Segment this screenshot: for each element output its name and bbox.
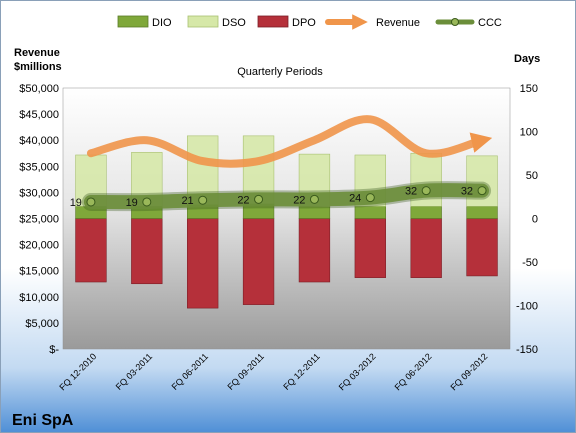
right-axis: -150 -100 -50 0 50 100 150 [516, 83, 538, 356]
legend-label: DIO [152, 17, 172, 29]
bar-dpo [298, 218, 331, 283]
left-tick-label: $45,000 [19, 109, 59, 121]
plot-area [62, 87, 511, 350]
left-tick-label: $10,000 [19, 292, 59, 304]
lines: 19 19 21 22 22 24 32 32 [70, 115, 493, 212]
bar-dio [354, 206, 386, 219]
bar-dpo [354, 218, 386, 278]
bar-dpo [131, 218, 163, 285]
ccc-point [365, 193, 375, 203]
legend-item-dso: DSO [187, 15, 246, 29]
right-tick-label: 100 [520, 127, 538, 139]
right-tick-label: -150 [516, 344, 538, 356]
left-tick-label: $20,000 [19, 240, 59, 252]
left-tick-label: $50,000 [19, 83, 59, 95]
right-tick-label: 50 [526, 170, 538, 182]
ccc-data-label: 19 [70, 197, 82, 209]
right-axis-label: Days [514, 53, 540, 65]
ccc-point [142, 197, 152, 207]
bar-dpo [187, 218, 219, 309]
legend-label: DSO [222, 17, 246, 29]
left-axis-label-line1: Revenue [14, 47, 60, 59]
ccc-point [86, 197, 96, 207]
left-tick-label: $40,000 [19, 135, 59, 147]
ccc-data-label: 22 [237, 194, 249, 206]
ccc-point [309, 194, 319, 204]
legend-marker [451, 18, 459, 26]
legend-swatch [187, 15, 219, 28]
legend-label: CCC [478, 17, 502, 29]
ccc-data-label: 24 [349, 193, 361, 205]
legend-label: DPO [292, 17, 316, 29]
ccc-point [198, 195, 208, 205]
legend-item-ccc: CCC [435, 17, 502, 29]
left-tick-label: $- [49, 344, 59, 356]
ccc-point [477, 186, 487, 196]
bar-dio [466, 206, 498, 219]
ccc-point [421, 186, 431, 196]
chart-title: Quarterly Periods [237, 66, 323, 78]
ccc-line [83, 183, 490, 210]
ccc-data-label: 32 [405, 186, 417, 198]
right-tick-label: -50 [522, 257, 538, 269]
legend-swatch [117, 15, 149, 28]
ccc-data-label: 19 [126, 197, 138, 209]
left-tick-label: $35,000 [19, 161, 59, 173]
right-tick-label: 150 [520, 83, 538, 95]
revenue-line [86, 115, 493, 168]
left-tick-label: $30,000 [19, 187, 59, 199]
legend-item-dpo: DPO [257, 15, 316, 29]
legend-label: Revenue [376, 17, 420, 29]
bar-dio [410, 206, 442, 219]
ccc-data-label: 21 [181, 195, 193, 207]
left-tick-label: $5,000 [25, 318, 59, 330]
company-name: Eni SpA [12, 412, 74, 429]
left-axis: $- $5,000 $10,000 $15,000 $20,000 $25,000 $30,… [19, 83, 59, 356]
bar-dpo [410, 218, 442, 278]
left-tick-label: $25,000 [19, 214, 59, 226]
left-axis-label-line2: $millions [14, 61, 62, 73]
legend-item-revenue: Revenue [325, 14, 420, 30]
ccc-data-label: 32 [461, 186, 473, 198]
legend: DIO DSO DPO Revenue CCC [117, 14, 502, 30]
bar-dso [466, 155, 498, 207]
right-tick-label: 0 [532, 214, 538, 226]
legend-swatch [257, 15, 289, 28]
ccc-data-label: 22 [293, 194, 305, 206]
legend-item-dio: DIO [117, 15, 172, 29]
left-tick-label: $15,000 [19, 266, 59, 278]
bar-dpo [242, 218, 275, 305]
bar-dpo [75, 218, 107, 283]
ccc-point [254, 194, 264, 204]
bar-dpo [466, 218, 498, 277]
right-tick-label: -100 [516, 301, 538, 313]
